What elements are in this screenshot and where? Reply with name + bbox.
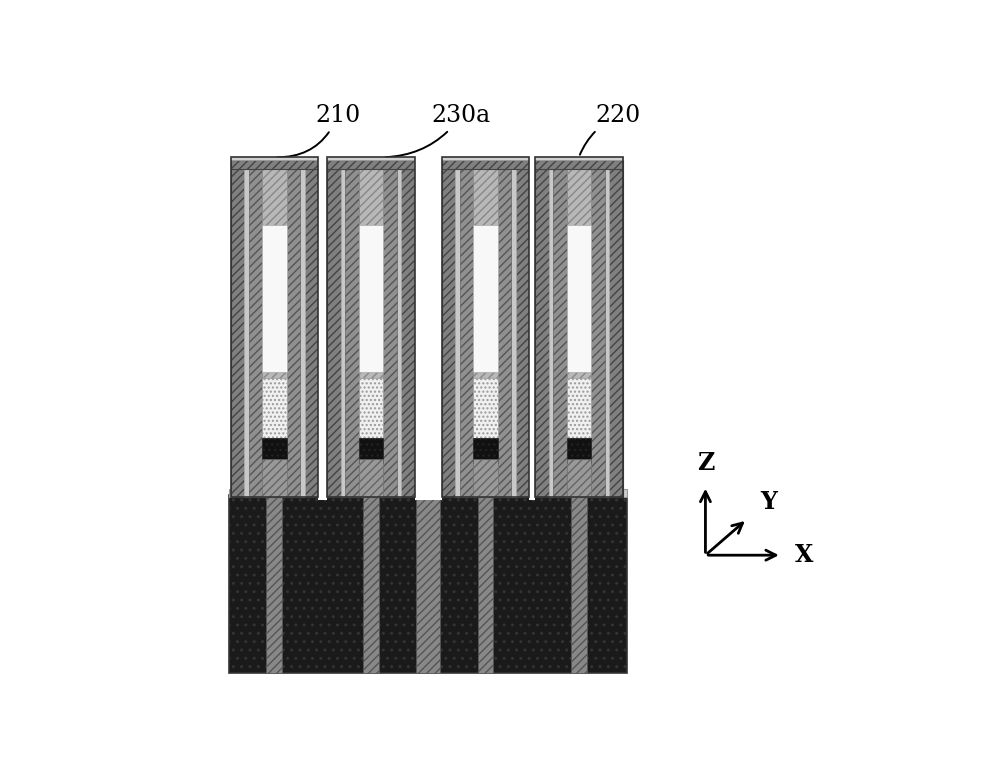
Bar	[473, 438, 498, 463]
Bar	[591, 169, 605, 496]
Bar	[442, 157, 529, 161]
Bar	[359, 459, 383, 496]
Bar	[327, 169, 415, 496]
Bar	[415, 153, 442, 500]
Bar	[567, 169, 591, 496]
Bar	[231, 169, 318, 496]
Bar	[442, 157, 529, 496]
Bar	[359, 169, 383, 496]
Bar	[442, 161, 529, 169]
Text: Y: Y	[760, 490, 777, 514]
Bar	[345, 169, 359, 496]
Bar	[535, 169, 623, 496]
Bar	[535, 157, 623, 161]
Bar	[249, 169, 262, 496]
Bar	[567, 438, 591, 463]
Text: X: X	[795, 543, 813, 567]
Bar	[229, 489, 627, 496]
Bar	[231, 157, 318, 496]
Bar	[455, 169, 516, 496]
Bar	[473, 169, 498, 496]
Bar	[363, 496, 379, 673]
Text: 210: 210	[277, 104, 360, 157]
Bar	[498, 169, 511, 496]
Bar	[231, 161, 318, 169]
Bar	[231, 157, 318, 161]
Text: 220: 220	[580, 104, 641, 155]
Bar	[473, 378, 498, 438]
Bar	[571, 496, 587, 673]
Bar	[383, 169, 397, 496]
Bar	[567, 378, 591, 438]
Bar	[473, 225, 498, 372]
Text: Z: Z	[697, 451, 714, 475]
Bar	[359, 378, 383, 438]
Bar	[478, 496, 493, 673]
Bar	[535, 157, 623, 496]
Bar	[416, 473, 440, 673]
Text: 230a: 230a	[386, 104, 491, 157]
Bar	[567, 459, 591, 496]
Bar	[327, 161, 415, 169]
Bar	[318, 153, 327, 500]
Bar	[473, 459, 498, 496]
Bar	[327, 157, 415, 161]
Bar	[549, 169, 609, 496]
Bar	[262, 225, 287, 372]
Bar	[529, 153, 535, 500]
Bar	[341, 169, 401, 496]
Bar	[442, 169, 529, 496]
Bar	[327, 157, 415, 496]
Bar	[287, 169, 300, 496]
Bar	[553, 169, 567, 496]
Bar	[229, 495, 627, 673]
Bar	[262, 378, 287, 438]
Bar	[359, 438, 383, 463]
Bar	[262, 438, 287, 463]
Bar	[567, 225, 591, 372]
Bar	[262, 459, 287, 496]
Bar	[535, 161, 623, 169]
Bar	[359, 225, 383, 372]
Bar	[266, 496, 282, 673]
Bar	[262, 169, 287, 496]
Bar	[460, 169, 473, 496]
Bar	[244, 169, 305, 496]
